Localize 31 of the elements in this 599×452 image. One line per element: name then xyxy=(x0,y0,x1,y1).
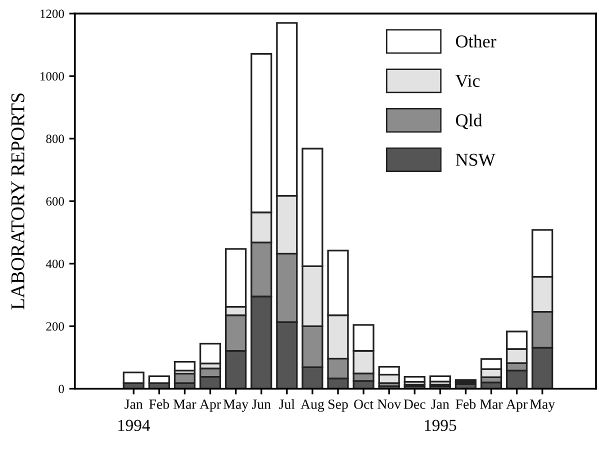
x-tick-label: Apr xyxy=(200,400,221,412)
x-tick-label: May xyxy=(223,400,248,412)
x-tick-label: Jun xyxy=(252,400,271,409)
legend-label: Vic xyxy=(455,74,480,88)
text: 1994 xyxy=(118,420,150,432)
text: 1995 xyxy=(424,420,456,432)
x-tick-label: Mar xyxy=(480,400,503,409)
legend-label: Other xyxy=(456,34,496,48)
x-tick-label: Feb xyxy=(149,399,170,409)
y-tick-label: 400 xyxy=(46,260,64,268)
x-tick-label: Nov xyxy=(378,400,402,409)
x-tick-label: Jul xyxy=(279,399,295,409)
x-tick-label: Aug xyxy=(300,400,324,412)
x-tick-label: Feb xyxy=(456,399,476,409)
y-tick-label: 1200 xyxy=(40,10,64,18)
x-tick-label: Apr xyxy=(506,400,528,412)
x-tick-label: Oct xyxy=(354,400,374,409)
x-tick-label: Mar xyxy=(174,400,196,409)
y-tick-label: 1000 xyxy=(40,72,64,81)
x-tick-label: Sep xyxy=(328,400,348,412)
y-tick-label: 200 xyxy=(46,322,64,331)
legend-label: Qld xyxy=(456,114,482,130)
x-tick-label: Jan xyxy=(431,400,450,409)
legend-label: NSW xyxy=(456,154,496,166)
y-tick-label: 800 xyxy=(46,134,64,144)
y-axis-title: LABORATORY REPORTS xyxy=(11,94,24,310)
y-tick-label: 600 xyxy=(46,197,64,206)
x-tick-label: Jan xyxy=(124,400,143,409)
x-tick-label: Dec xyxy=(404,400,426,409)
x-tick-label: May xyxy=(530,400,556,412)
y-tick-label: 0 xyxy=(58,384,64,394)
